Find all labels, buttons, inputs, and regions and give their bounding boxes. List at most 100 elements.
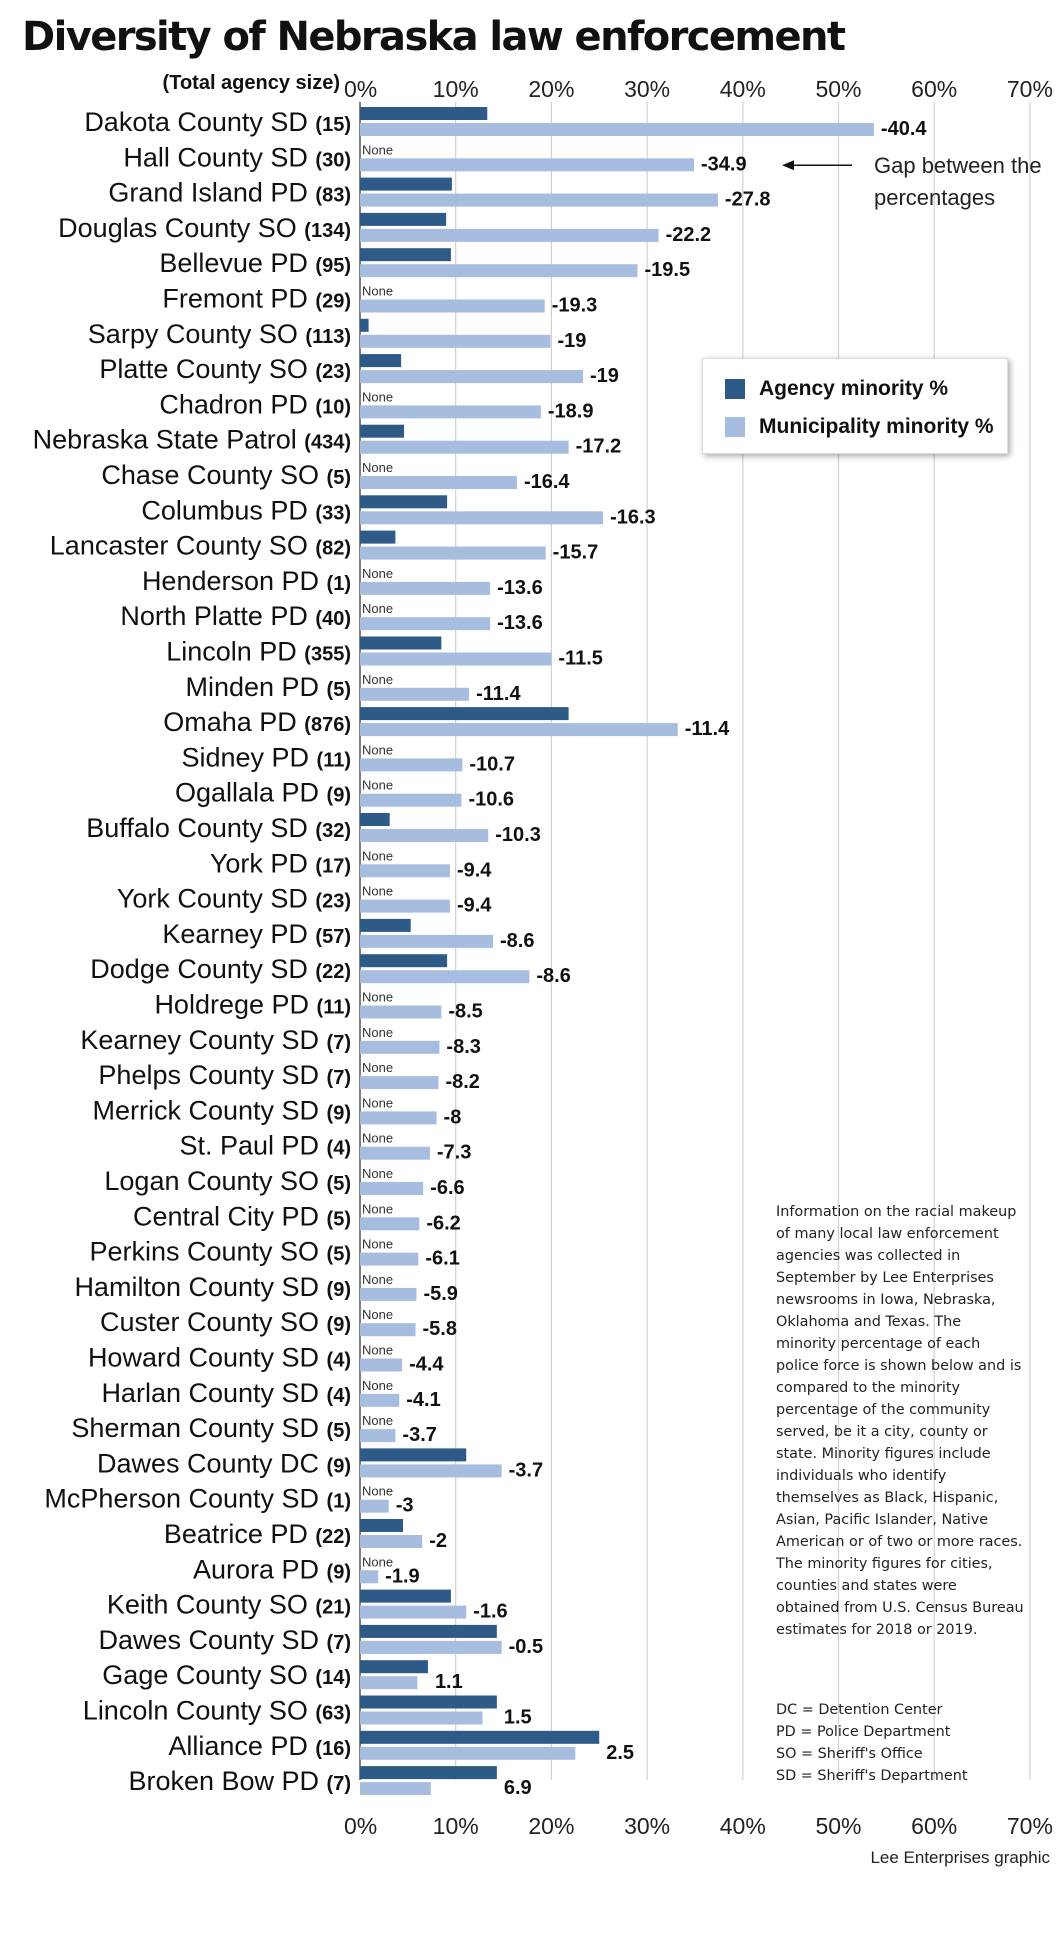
gap-value-label: -34.9 — [701, 153, 747, 175]
gap-value-label: -1.6 — [473, 1601, 507, 1623]
x-tick-label-bottom: 50% — [815, 1813, 861, 1839]
municipality-bar — [360, 1535, 423, 1548]
municipality-bar — [360, 440, 569, 454]
agency-label: Chase County SO (5) — [101, 460, 351, 490]
municipality-bar — [360, 793, 462, 807]
agency-size: (7) — [327, 1632, 351, 1654]
agency-bar — [360, 1624, 497, 1638]
gap-value-label: -16.4 — [524, 471, 570, 493]
agency-size: (7) — [327, 1067, 351, 1089]
x-tick-label-bottom: 40% — [720, 1813, 766, 1839]
x-tick-label-top: 20% — [528, 76, 574, 102]
none-label: None — [362, 601, 393, 616]
agency-label: Perkins County SO (5) — [89, 1237, 351, 1267]
agency-size: (22) — [315, 961, 351, 983]
agency-size: (4) — [327, 1385, 351, 1407]
municipality-bar — [360, 1111, 437, 1125]
agency-size: (5) — [327, 467, 351, 489]
x-tick-label-top: 30% — [624, 76, 670, 102]
agency-label: Fremont PD (29) — [162, 284, 351, 314]
municipality-bar — [360, 193, 718, 207]
municipality-bar — [360, 476, 517, 489]
agency-label: Howard County SD (4) — [88, 1343, 351, 1373]
gap-value-label: -0.5 — [509, 1636, 543, 1658]
legend-label-municipality: Municipality minority % — [759, 415, 994, 438]
abbreviation-key: DC = Detention Center PD = Police Depart… — [776, 1699, 1024, 1787]
agency-size: (16) — [315, 1738, 351, 1760]
gap-value-label: -16.3 — [610, 506, 656, 528]
municipality-bar — [360, 1605, 467, 1619]
agency-size: (5) — [327, 679, 351, 701]
municipality-bar — [360, 617, 491, 631]
municipality-bar — [360, 1287, 417, 1301]
agency-bar — [360, 107, 488, 120]
agency-label: Lincoln County SO (63) — [83, 1696, 351, 1726]
agency-bar — [360, 813, 390, 826]
municipality-bar — [360, 1464, 502, 1478]
agency-label: Kearney PD (57) — [162, 919, 351, 949]
gap-value-label: -19.5 — [645, 259, 691, 281]
municipality-bar — [360, 511, 604, 525]
agency-size: (7) — [327, 1032, 351, 1054]
x-tick-label-bottom: 10% — [433, 1813, 479, 1839]
agency-label: Keith County SO (21) — [107, 1590, 351, 1620]
agency-label: Kearney County SD (7) — [80, 1025, 351, 1055]
gap-value-label: -18.9 — [548, 400, 594, 422]
abbreviation-sd: SD = Sheriff's Department — [776, 1768, 968, 1784]
agency-size: (355) — [304, 644, 351, 666]
x-tick-label-top: 50% — [815, 76, 861, 102]
agency-bar — [360, 1589, 451, 1603]
gap-value-label: 1.5 — [504, 1707, 532, 1729]
gap-value-label: -10.6 — [468, 789, 514, 811]
agency-label: North Platte PD (40) — [120, 601, 351, 631]
x-tick-label-top: 10% — [433, 76, 479, 102]
agency-label: Lancaster County SO (82) — [50, 531, 351, 561]
gap-value-label: -8.6 — [536, 965, 570, 987]
agency-bar — [360, 318, 369, 332]
none-label: None — [362, 389, 393, 404]
gap-value-label: -3.7 — [509, 1459, 543, 1481]
municipality-bar — [360, 1182, 424, 1195]
x-tick-label-bottom: 20% — [528, 1813, 574, 1839]
agency-size: (4) — [327, 1350, 351, 1372]
none-label: None — [362, 1413, 393, 1428]
municipality-bar — [360, 1076, 439, 1090]
gap-value-label: -19 — [557, 330, 586, 352]
agency-bar — [360, 354, 402, 368]
gap-value-label: -19.3 — [552, 295, 598, 317]
agency-label: Central City PD (5) — [133, 1201, 351, 1231]
legend: Agency minority % Municipality minority … — [702, 358, 1008, 454]
municipality-bar — [360, 1570, 379, 1584]
none-label: None — [362, 284, 393, 299]
agency-size: (5) — [327, 1173, 351, 1195]
agency-size: (11) — [317, 997, 351, 1019]
agency-bar — [360, 918, 411, 932]
agency-size: (4) — [327, 1138, 351, 1160]
none-label: None — [362, 566, 393, 581]
agency-size: (1) — [327, 1491, 351, 1513]
municipality-bar — [360, 334, 551, 348]
agency-bar — [360, 1448, 467, 1462]
none-label: None — [362, 1025, 393, 1040]
agency-size: (9) — [327, 1314, 351, 1336]
agency-size: (57) — [315, 926, 351, 948]
gap-value-label: -13.6 — [497, 577, 543, 599]
gap-annotation: Gap between the percentages — [874, 153, 1042, 210]
none-label: None — [362, 672, 393, 687]
none-label: None — [362, 1131, 393, 1146]
municipality-bar — [360, 829, 489, 842]
municipality-bar — [360, 1323, 416, 1337]
agency-label: Dawes County SD (7) — [98, 1625, 351, 1655]
gap-value-label: -5.8 — [423, 1318, 457, 1340]
methodology-note: Information on the racial makeup of many… — [776, 1204, 1024, 1638]
gap-value-label: -9.4 — [457, 859, 492, 881]
agency-size: (10) — [315, 396, 351, 418]
agency-bar — [360, 530, 396, 544]
municipality-bar — [360, 723, 678, 737]
credit-line: Lee Enterprises graphic — [870, 1848, 1050, 1867]
agency-label: Ogallala PD (9) — [175, 778, 351, 808]
municipality-bar — [360, 1217, 420, 1231]
agency-label: York County SD (23) — [117, 884, 351, 914]
abbreviation-dc: DC = Detention Center — [776, 1702, 943, 1718]
gap-value-label: -3 — [396, 1495, 414, 1517]
